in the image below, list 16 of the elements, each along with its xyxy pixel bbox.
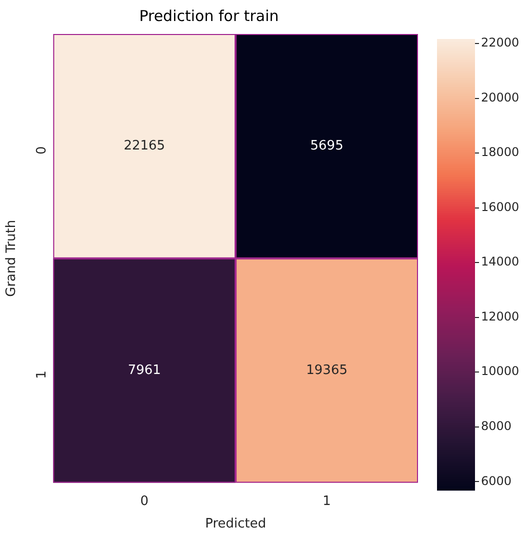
data-label: 5695: [310, 138, 344, 154]
color-bar-label: 16000: [481, 200, 520, 214]
color-bar-label: 10000: [481, 364, 520, 378]
color-bar-label: 6000: [481, 474, 512, 488]
data-label: 22165: [124, 138, 166, 154]
color-bar-label: 20000: [481, 90, 520, 104]
color-bar-label: 12000: [481, 309, 520, 324]
color-bar-label: 8000: [481, 419, 512, 434]
color-bar-label: 18000: [481, 145, 520, 160]
data-label: 7961: [128, 362, 161, 378]
chart-title: Prediction for train: [139, 6, 279, 25]
data-label: 19365: [306, 362, 348, 378]
y-axis-title: Grand Truth: [4, 220, 20, 297]
color-bar-label: 22000: [481, 36, 520, 50]
color-bar-label: 14000: [481, 254, 520, 269]
x-axis-title: Predicted: [205, 516, 266, 532]
